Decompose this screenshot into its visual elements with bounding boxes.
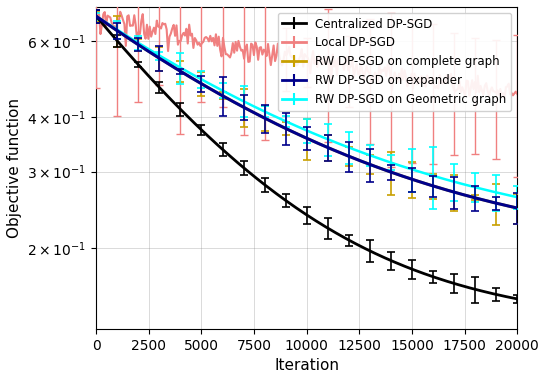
Y-axis label: Objective function: Objective function (7, 98, 22, 238)
Legend: Centralized DP-SGD, Local DP-SGD, RW DP-SGD on complete graph, RW DP-SGD on expa: Centralized DP-SGD, Local DP-SGD, RW DP-… (277, 13, 511, 111)
X-axis label: Iteration: Iteration (274, 358, 339, 373)
